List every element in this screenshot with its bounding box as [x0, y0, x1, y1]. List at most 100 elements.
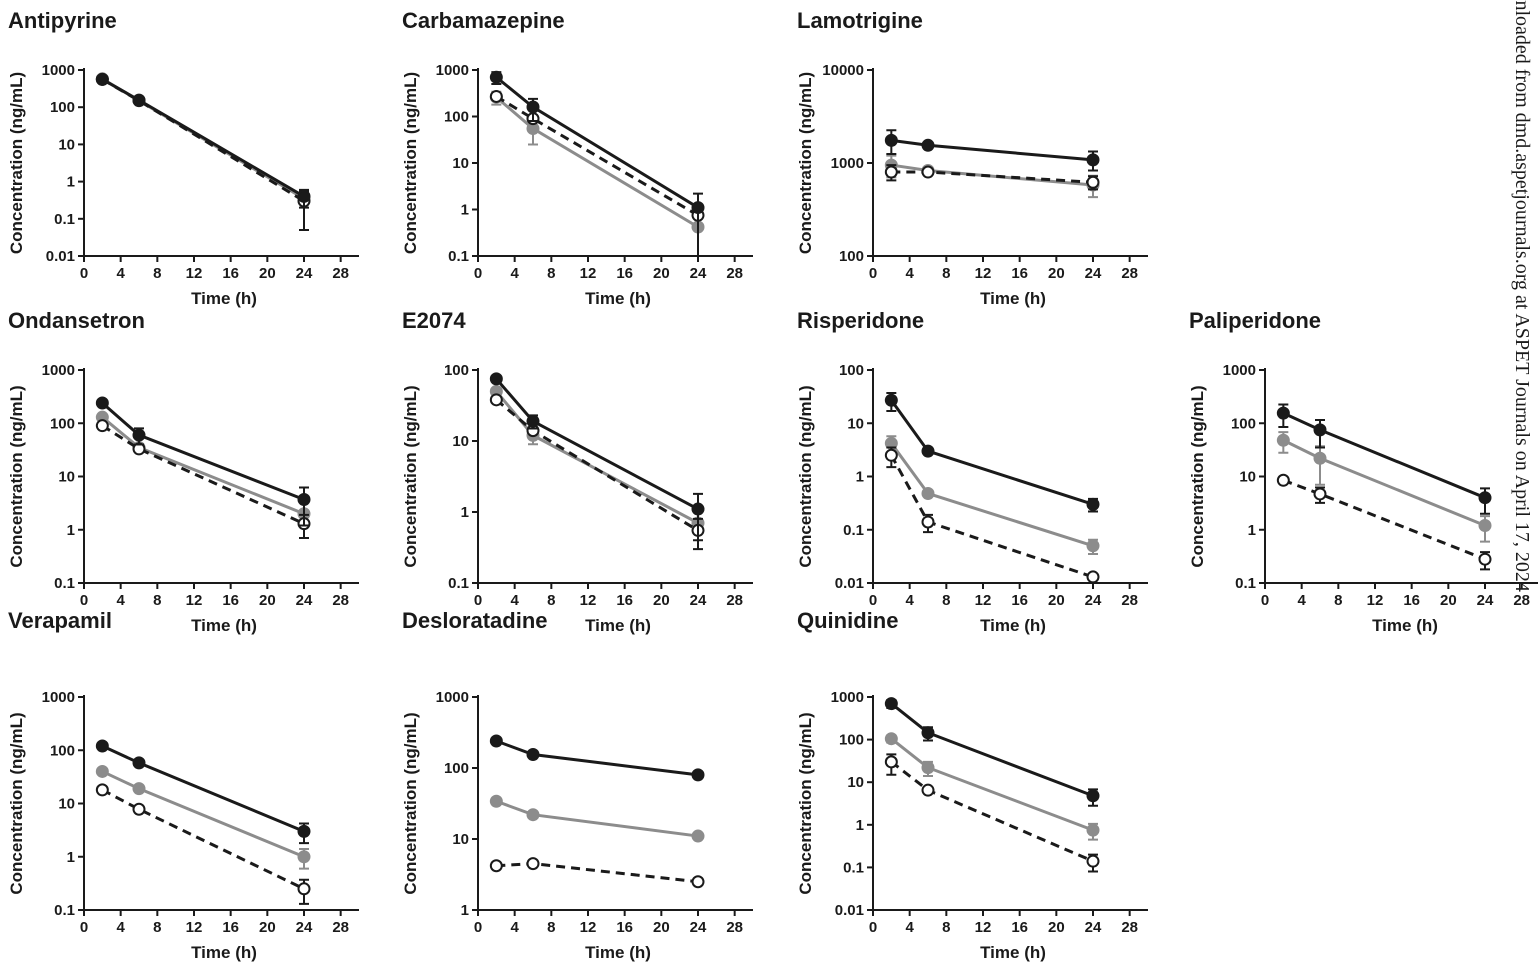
x-tick-label: 16	[616, 919, 633, 936]
data-point	[921, 486, 935, 500]
panel-title: Antipyrine	[8, 8, 117, 33]
data-point	[489, 89, 503, 103]
y-tick-label: 0.1	[54, 902, 75, 919]
x-tick-label: 4	[905, 265, 914, 282]
series-line	[495, 377, 699, 511]
data-point	[132, 782, 146, 796]
x-tick-label: 12	[186, 265, 203, 282]
data-point	[526, 414, 540, 428]
series-line	[495, 390, 699, 525]
panel-title: Paliperidone	[1189, 308, 1321, 333]
y-tick-label: 100	[839, 732, 864, 749]
x-tick-label: 28	[726, 265, 743, 282]
data-point	[921, 726, 935, 740]
y-tick-label: 10	[452, 433, 469, 450]
y-tick-label: 1	[856, 469, 864, 486]
data-point	[489, 859, 503, 873]
x-tick-label: 24	[690, 265, 707, 282]
data-point	[297, 882, 311, 896]
data-point	[526, 747, 540, 761]
data-point	[1313, 423, 1327, 437]
y-axis-label: Concentration (ng/mL)	[7, 385, 26, 567]
series-line	[890, 760, 1094, 863]
data-point	[1478, 491, 1492, 505]
y-axis-label: Concentration (ng/mL)	[796, 712, 815, 894]
data-point	[95, 72, 109, 86]
series-line	[890, 454, 1094, 579]
y-tick-label: 10	[58, 469, 75, 486]
x-tick-label: 4	[1297, 592, 1306, 609]
panel-title: Verapamil	[8, 608, 112, 633]
x-tick-label: 20	[653, 919, 670, 936]
data-point	[526, 808, 540, 822]
x-tick-label: 8	[153, 919, 161, 936]
x-tick-label: 12	[580, 919, 597, 936]
y-tick-label: 100	[50, 415, 75, 432]
y-tick-label: 1	[461, 202, 469, 219]
x-tick-label: 20	[259, 592, 276, 609]
y-tick-label: 100	[444, 109, 469, 126]
x-tick-label: 0	[869, 592, 877, 609]
y-tick-label: 0.1	[54, 575, 75, 592]
x-tick-label: 16	[1011, 265, 1028, 282]
x-tick-label: 28	[726, 919, 743, 936]
x-tick-label: 4	[905, 592, 914, 609]
data-point	[1086, 823, 1100, 837]
series-line	[1282, 438, 1486, 527]
data-point	[1313, 487, 1327, 501]
x-tick-label: 0	[474, 592, 482, 609]
y-tick-label: 1	[856, 817, 864, 834]
y-axis-label: Concentration (ng/mL)	[7, 72, 26, 254]
y-tick-label: 100	[839, 362, 864, 379]
y-tick-label: 0.1	[448, 575, 469, 592]
data-point	[884, 133, 898, 147]
data-point	[489, 372, 503, 386]
y-tick-label: 0.01	[835, 575, 864, 592]
data-point	[921, 783, 935, 797]
y-tick-label: 1	[461, 504, 469, 521]
data-point	[132, 756, 146, 770]
x-tick-label: 0	[474, 919, 482, 936]
data-point	[884, 755, 898, 769]
x-axis-label: Time (h)	[980, 616, 1046, 635]
y-tick-label: 0.01	[835, 902, 864, 919]
x-tick-label: 24	[1085, 265, 1102, 282]
x-tick-label: 12	[580, 592, 597, 609]
data-point	[1276, 406, 1290, 420]
data-point	[95, 739, 109, 753]
x-tick-label: 8	[153, 265, 161, 282]
x-axis-label: Time (h)	[191, 943, 257, 962]
x-tick-label: 20	[1440, 592, 1457, 609]
y-tick-label: 100	[444, 760, 469, 777]
x-tick-label: 24	[296, 592, 313, 609]
y-tick-label: 10000	[822, 62, 864, 79]
x-tick-label: 0	[869, 919, 877, 936]
x-tick-label: 8	[153, 592, 161, 609]
data-point	[691, 201, 705, 215]
data-point	[691, 829, 705, 843]
x-axis-label: Time (h)	[585, 616, 651, 635]
data-point	[1276, 433, 1290, 447]
x-tick-label: 24	[1085, 592, 1102, 609]
data-point	[489, 393, 503, 407]
data-point	[1086, 570, 1100, 584]
series-line	[495, 799, 699, 838]
x-tick-label: 28	[1121, 919, 1138, 936]
x-tick-label: 8	[942, 592, 950, 609]
x-tick-label: 16	[1403, 592, 1420, 609]
data-point	[1086, 789, 1100, 803]
series-line	[495, 76, 699, 209]
y-tick-label: 1000	[831, 689, 864, 706]
x-tick-label: 0	[80, 919, 88, 936]
x-tick-label: 20	[259, 265, 276, 282]
y-tick-label: 10	[452, 831, 469, 848]
x-axis-label: Time (h)	[980, 289, 1046, 308]
y-axis-label: Concentration (ng/mL)	[401, 72, 420, 254]
x-tick-label: 4	[510, 265, 519, 282]
x-tick-label: 16	[616, 592, 633, 609]
x-tick-label: 28	[332, 592, 349, 609]
x-tick-label: 0	[474, 265, 482, 282]
x-tick-label: 8	[1334, 592, 1342, 609]
data-point	[489, 794, 503, 808]
y-tick-label: 0.01	[46, 248, 75, 265]
